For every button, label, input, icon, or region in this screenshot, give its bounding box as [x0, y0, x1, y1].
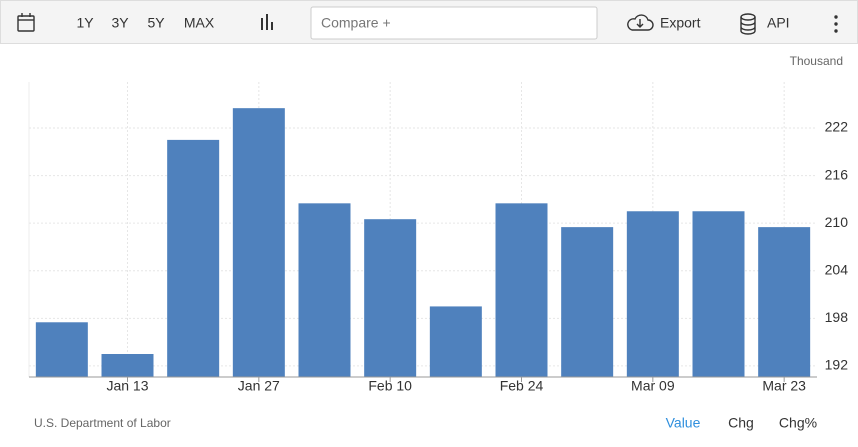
- api-icon[interactable]: [740, 13, 756, 35]
- bar: [364, 219, 417, 377]
- bar: [626, 211, 679, 377]
- bar: [495, 203, 548, 377]
- bar: [561, 227, 614, 377]
- bar: [429, 306, 482, 377]
- y-tick-label: 192: [825, 357, 849, 373]
- more-menu[interactable]: [834, 15, 838, 33]
- source: U.S. Department of Labor: [34, 416, 171, 430]
- bar: [692, 211, 745, 377]
- y-tick-label: 204: [825, 261, 849, 277]
- bar: [35, 322, 88, 377]
- tab-chg-pct[interactable]: Chg%: [779, 415, 817, 431]
- x-tick-label: Feb 24: [500, 378, 544, 394]
- y-tick-label: 216: [825, 166, 849, 182]
- export-icon[interactable]: [627, 14, 654, 31]
- bar: [298, 203, 351, 377]
- compare-placeholder[interactable]: Compare +: [321, 15, 391, 31]
- y-tick-label: 210: [825, 214, 849, 230]
- chart-type-icon[interactable]: [261, 14, 273, 30]
- bar: [101, 354, 154, 377]
- x-tick-label: Mar 23: [762, 378, 806, 394]
- range-button[interactable]: 5Y: [147, 15, 165, 31]
- range-button[interactable]: 1Y: [76, 15, 94, 31]
- unit-label: Thousand: [790, 54, 843, 68]
- bar: [758, 227, 811, 377]
- tab-value[interactable]: Value: [666, 415, 701, 431]
- bar: [232, 108, 285, 377]
- x-tick-label: Jan 13: [106, 378, 148, 394]
- export-button[interactable]: Export: [660, 15, 701, 31]
- range-button[interactable]: MAX: [184, 15, 215, 31]
- compare-input[interactable]: [310, 6, 598, 40]
- y-tick-label: 222: [825, 119, 849, 135]
- x-tick-label: Feb 10: [368, 378, 412, 394]
- x-tick-label: Mar 09: [631, 378, 675, 394]
- api-button[interactable]: API: [767, 15, 790, 31]
- bar: [167, 139, 220, 377]
- calendar-icon[interactable]: [17, 13, 35, 32]
- tab-chg[interactable]: Chg: [728, 415, 754, 431]
- y-tick-label: 198: [825, 309, 849, 325]
- x-tick-label: Jan 27: [238, 378, 280, 394]
- range-button[interactable]: 3Y: [111, 15, 129, 31]
